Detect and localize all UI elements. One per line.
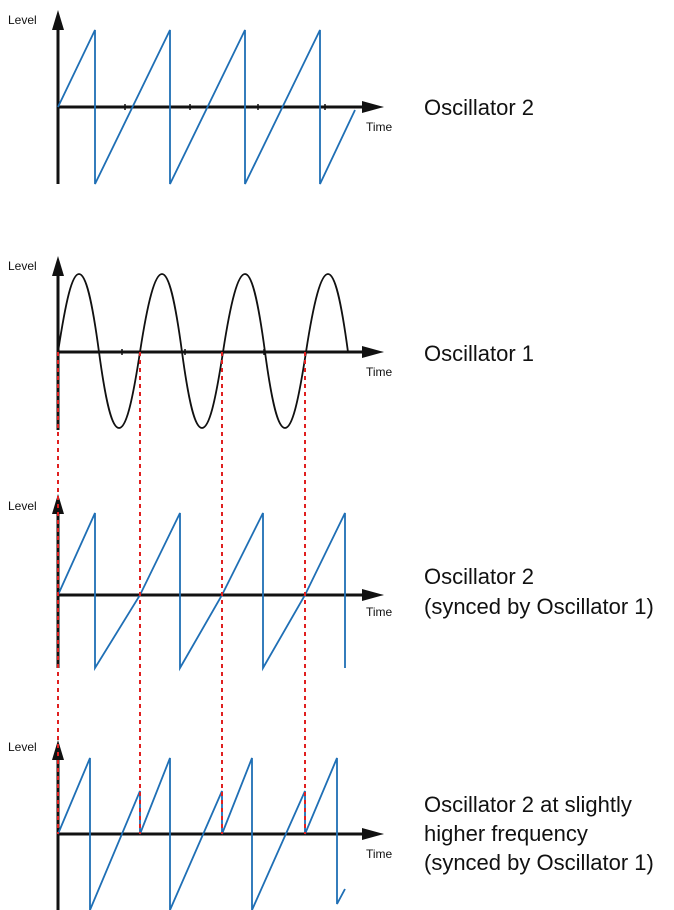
panel-title-line: Oscillator 2 xyxy=(424,95,534,120)
panel-title-line: higher frequency xyxy=(424,821,588,846)
x-axis-arrow-icon xyxy=(362,828,384,840)
panel-title-line: Oscillator 1 xyxy=(424,341,534,366)
panel-title: Oscillator 2 xyxy=(424,95,534,120)
panel-oscillator-2-synced: Level Time Oscillator 2 (synced by Oscil… xyxy=(8,494,654,672)
x-axis-label: Time xyxy=(366,605,393,619)
y-axis-label: Level xyxy=(8,13,37,27)
ticks xyxy=(124,104,326,110)
y-axis-arrow-icon xyxy=(52,10,64,30)
y-axis-label: Level xyxy=(8,499,37,513)
y-axis-label: Level xyxy=(8,259,37,273)
x-axis-label: Time xyxy=(366,120,393,134)
y-axis-arrow-icon xyxy=(52,256,64,276)
sync-markers xyxy=(57,352,306,834)
panel-title-line: (synced by Oscillator 1) xyxy=(424,594,654,619)
panel-title-line: (synced by Oscillator 1) xyxy=(424,850,654,875)
sawtooth-waveform xyxy=(57,757,346,910)
panel-title: Oscillator 1 xyxy=(424,341,534,366)
panel-oscillator-2: Level Time Oscillator 2 xyxy=(8,10,534,185)
panel-title-line: Oscillator 2 at slightly xyxy=(424,792,632,817)
x-axis-arrow-icon xyxy=(362,589,384,601)
x-axis-label: Time xyxy=(366,847,393,861)
x-axis-arrow-icon xyxy=(362,101,384,113)
x-axis-arrow-icon xyxy=(362,346,384,358)
panel-title: Oscillator 2 at slightly higher frequenc… xyxy=(424,792,654,875)
sine-waveform xyxy=(57,273,349,429)
y-axis-arrow-icon xyxy=(52,740,64,760)
sawtooth-waveform xyxy=(57,512,346,672)
y-axis-label: Level xyxy=(8,740,37,754)
sawtooth-waveform xyxy=(57,29,356,185)
panel-oscillator-2-higher-synced: Level Time Oscillator 2 at slightly high… xyxy=(8,740,654,910)
panel-oscillator-1: Level Time Oscillator 1 xyxy=(8,256,534,430)
panel-title: Oscillator 2 (synced by Oscillator 1) xyxy=(424,564,654,619)
x-axis-label: Time xyxy=(366,365,393,379)
panel-title-line: Oscillator 2 xyxy=(424,564,534,589)
